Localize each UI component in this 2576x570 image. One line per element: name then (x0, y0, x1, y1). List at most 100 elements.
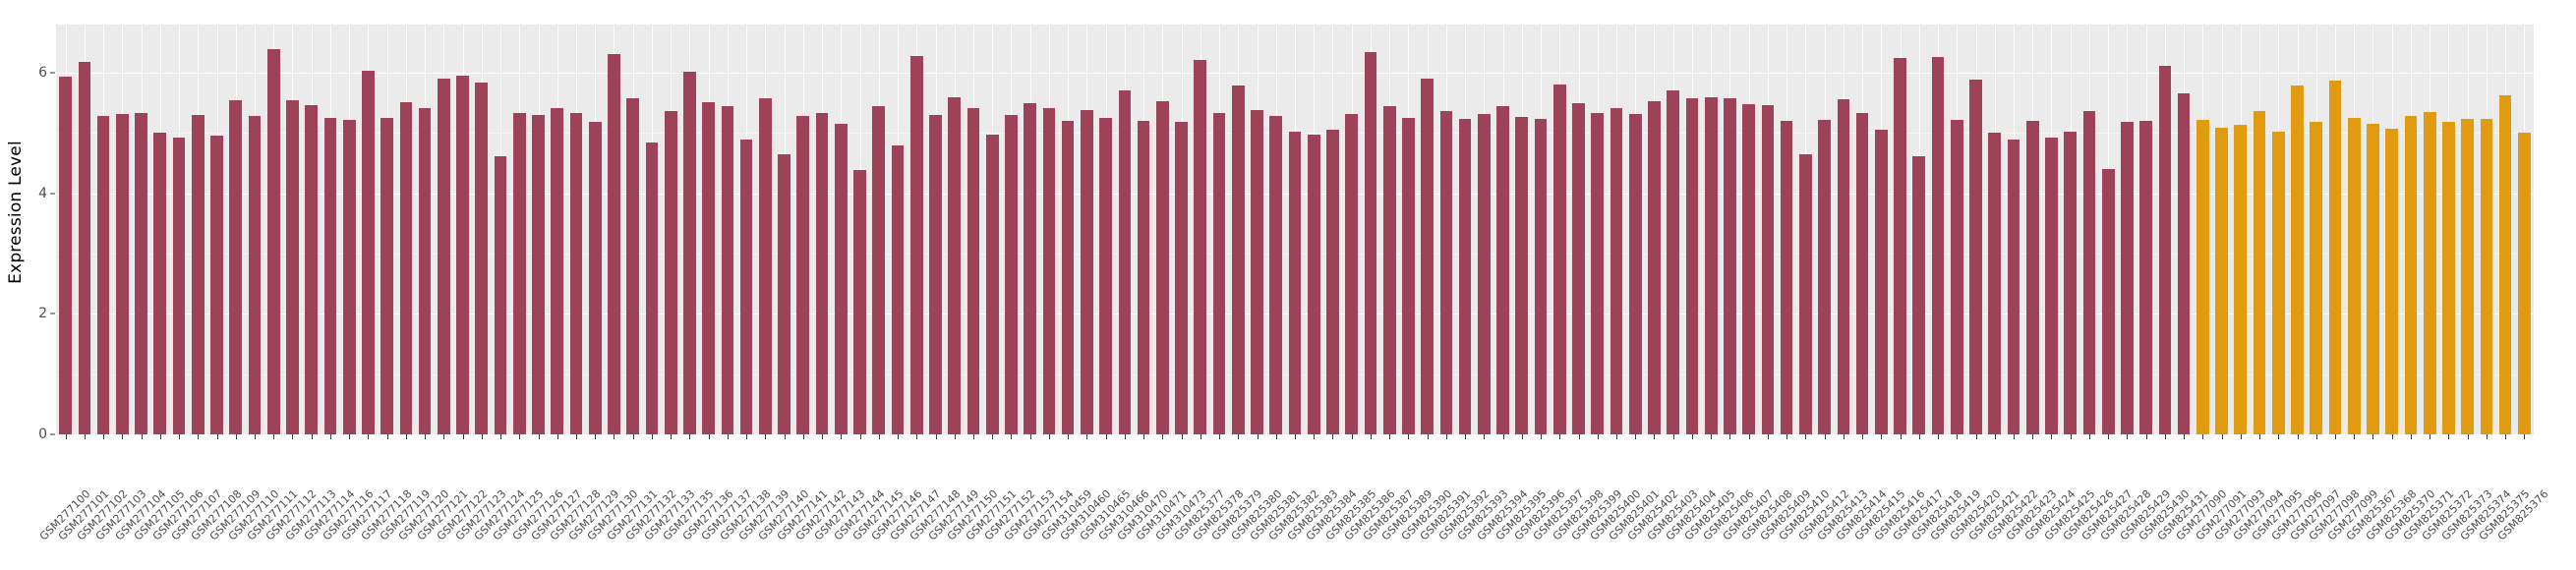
bar (1118, 89, 1132, 434)
bar (153, 132, 167, 434)
bar (985, 134, 999, 434)
x-axis-tick-mark (141, 434, 143, 439)
bar (1099, 118, 1112, 434)
bar (229, 99, 243, 434)
bar (569, 113, 583, 434)
x-axis-tick-mark (386, 434, 388, 439)
bar (1212, 113, 1226, 434)
bar (172, 138, 186, 434)
x-axis-tick-mark (1465, 434, 1467, 439)
bar (2291, 85, 2304, 434)
x-axis-tick-labels: GSM277100 GSM277101 GSM277102 GSM277103 GSM2… (36, 434, 2551, 570)
x-axis-tick-mark (1711, 434, 1713, 439)
bar (702, 101, 715, 434)
bar (1061, 121, 1075, 434)
x-axis-tick-mark (727, 434, 729, 439)
bar (362, 70, 375, 434)
bar (1742, 103, 1756, 434)
bar (1155, 100, 1169, 434)
bar (626, 97, 640, 434)
bar (1421, 79, 1434, 434)
bar (608, 54, 620, 434)
x-axis-tick-mark (2372, 434, 2374, 439)
bar (1326, 130, 1339, 434)
bar (1704, 97, 1718, 434)
bar (891, 144, 905, 434)
bar (115, 114, 129, 434)
bar (588, 122, 602, 434)
bar (210, 136, 223, 434)
bar (1194, 59, 1207, 434)
y-axis-title-label: Expression Level (6, 141, 27, 284)
bar (1251, 110, 1263, 434)
x-axis-tick-mark (2354, 434, 2356, 439)
bar (1780, 120, 1793, 434)
bar (1685, 97, 1699, 434)
bar (381, 118, 393, 434)
bar (645, 142, 659, 434)
x-axis-tick-mark (2070, 434, 2072, 439)
bar (1005, 115, 1018, 434)
x-axis-tick-mark (2315, 434, 2317, 439)
bar (2404, 115, 2418, 434)
bar (2442, 122, 2455, 434)
bar (1042, 107, 1056, 434)
bar (1552, 84, 1566, 434)
x-axis-tick-mark (1314, 434, 1316, 439)
x-axis-tick-mark (329, 434, 331, 439)
x-axis-tick-mark (632, 434, 634, 439)
x-axis-tick-mark (1729, 434, 1731, 439)
x-axis-tick-mark (84, 434, 86, 439)
bar (1496, 105, 1509, 434)
bar (551, 107, 564, 434)
x-axis-tick-mark (1938, 434, 1940, 439)
bar (2064, 131, 2078, 434)
x-axis-tick-mark (1805, 434, 1807, 439)
bar (475, 83, 489, 434)
bar (2139, 120, 2152, 434)
bar (872, 105, 886, 434)
x-axis-tick-mark (1748, 434, 1750, 439)
bar (1024, 103, 1037, 434)
bar (721, 105, 734, 434)
x-axis-tick-mark (1351, 434, 1353, 439)
y-axis-title: Expression Level (0, 0, 31, 425)
x-axis-tick-mark (651, 434, 653, 439)
x-axis-tick-mark (2164, 434, 2166, 439)
x-axis-tick-mark (1389, 434, 1391, 439)
bar (2271, 131, 2285, 434)
bar (2121, 121, 2134, 434)
x-axis-tick-mark (576, 434, 577, 439)
x-axis-tick-mark (538, 434, 540, 439)
bar (796, 115, 810, 434)
x-axis-tick-mark (2297, 434, 2299, 439)
x-axis-tick-mark (462, 434, 464, 439)
bar (1874, 130, 1888, 434)
x-axis-tick-mark (2032, 434, 2034, 439)
bar (1894, 58, 1906, 434)
x-axis-tick-mark (2278, 434, 2280, 439)
bar (1478, 113, 1491, 434)
bar (2461, 119, 2474, 434)
bar (929, 115, 942, 434)
bar (909, 55, 923, 434)
x-axis-tick-mark (1578, 434, 1580, 439)
bar (966, 107, 980, 434)
bar (683, 71, 696, 434)
bar (266, 49, 280, 434)
bar (1345, 114, 1359, 434)
x-axis-tick-mark (841, 434, 843, 439)
bar (78, 62, 91, 434)
bar (135, 112, 147, 434)
x-axis-tick-mark (1219, 434, 1221, 439)
bar (2480, 119, 2493, 434)
x-axis-tick-mark (1521, 434, 1523, 439)
x-axis-tick-mark (2088, 434, 2090, 439)
bar-series (56, 25, 2534, 434)
x-axis-tick-mark (1181, 434, 1183, 439)
bar (948, 96, 962, 434)
bar (2101, 169, 2115, 434)
bar (853, 170, 866, 434)
bar (1667, 90, 1680, 434)
x-axis-tick-mark (784, 434, 786, 439)
